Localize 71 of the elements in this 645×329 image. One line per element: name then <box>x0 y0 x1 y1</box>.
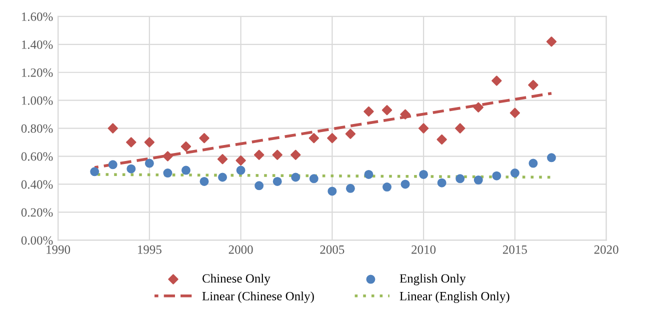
point <box>236 155 246 166</box>
point <box>126 137 136 148</box>
point <box>108 160 118 170</box>
point <box>254 150 264 160</box>
y-tick-label: 0.00% <box>21 236 53 245</box>
y-tick-label: 0.80% <box>21 124 53 133</box>
point <box>144 137 155 148</box>
point <box>364 106 374 117</box>
y-tick-label: 1.40% <box>22 40 53 49</box>
legend-label: Linear (Chinese Only) <box>202 292 314 303</box>
point <box>199 133 210 144</box>
point <box>218 172 228 182</box>
point <box>382 105 392 116</box>
point <box>180 141 192 152</box>
point <box>546 153 556 162</box>
point <box>400 180 410 189</box>
point <box>200 176 209 186</box>
point <box>455 123 466 134</box>
point <box>492 171 502 180</box>
legend-label: Chinese Only <box>202 274 270 286</box>
x-tick-label: 1995 <box>138 245 162 254</box>
point <box>364 170 374 179</box>
y-tick-label: 1.60% <box>22 12 53 21</box>
y-tick-label: 0.60% <box>21 152 53 161</box>
point <box>291 172 300 182</box>
y-tick-label: 0.40% <box>21 180 53 189</box>
point <box>437 178 446 188</box>
point <box>254 181 264 190</box>
point <box>327 133 338 144</box>
point <box>272 176 282 186</box>
point <box>163 168 172 178</box>
point <box>510 168 520 178</box>
x-tick-label: 1990 <box>46 245 70 254</box>
point <box>309 174 318 184</box>
y-tick-label: 0.20% <box>21 208 53 217</box>
legend-label: Linear (English Only) <box>400 292 510 303</box>
point <box>272 150 282 160</box>
point <box>290 150 301 160</box>
point <box>436 134 447 145</box>
point <box>90 167 100 176</box>
point <box>419 170 428 179</box>
point <box>510 108 520 118</box>
point <box>473 102 484 112</box>
legend-label: English Only <box>400 274 466 286</box>
point <box>345 128 356 139</box>
point <box>528 158 538 168</box>
point <box>162 151 173 162</box>
point <box>181 166 190 175</box>
point <box>418 123 429 134</box>
x-tick-label: 2020 <box>594 245 618 254</box>
point <box>492 76 502 86</box>
point <box>108 123 118 134</box>
x-tick-label: 2010 <box>412 245 436 254</box>
x-tick-label: 2000 <box>228 245 253 254</box>
point <box>144 158 154 168</box>
point <box>346 184 355 193</box>
point <box>236 166 246 175</box>
point <box>126 164 136 174</box>
point <box>546 36 557 47</box>
point <box>474 176 483 185</box>
point <box>328 186 337 196</box>
point <box>456 174 465 184</box>
y-tick-label: 1.00% <box>22 96 53 105</box>
point <box>400 109 410 120</box>
point <box>308 133 319 144</box>
point <box>528 80 538 90</box>
x-tick-label: 2015 <box>502 245 527 254</box>
y-tick-label: 1.20% <box>22 68 53 77</box>
point <box>217 154 228 164</box>
point <box>382 182 392 192</box>
x-tick-label: 2005 <box>320 245 344 254</box>
